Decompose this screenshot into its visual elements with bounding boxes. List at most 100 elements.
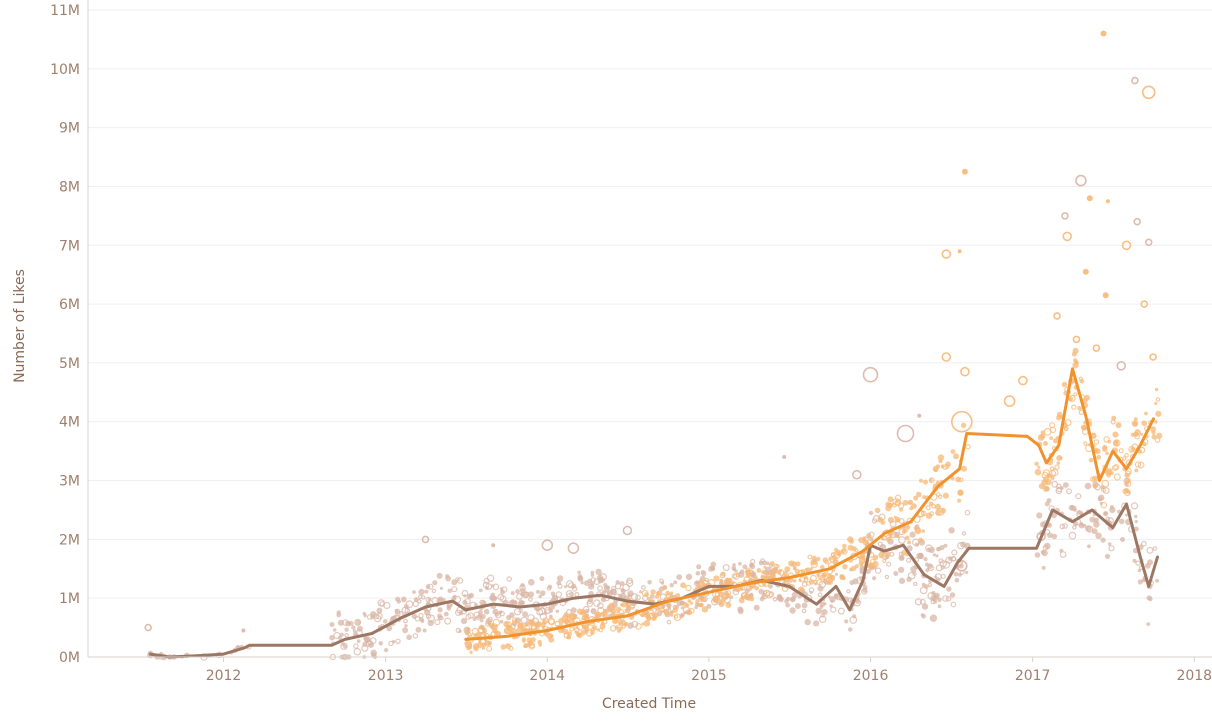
data-point [758,588,764,595]
data-point [1084,394,1091,401]
data-point [1112,431,1119,438]
data-point [463,594,467,598]
data-point [614,619,618,623]
data-point [479,632,483,636]
data-point [447,588,453,594]
data-point [620,603,624,607]
data-point [370,611,377,618]
data-point [1092,484,1098,489]
data-point [1146,622,1151,626]
data-point [522,611,529,618]
data-point [871,518,878,524]
data-point [931,503,936,509]
data-point [784,598,789,604]
data-point [725,602,732,608]
data-point [675,593,681,598]
data-point [1137,568,1142,573]
data-point [1122,488,1128,494]
data-point [1036,512,1043,519]
data-point [909,531,916,538]
data-point [605,585,611,590]
data-point [1072,362,1079,369]
data-point [355,619,361,625]
data-point [652,608,657,613]
y-tick-label: 5M [59,356,80,372]
data-point [874,507,881,514]
data-point [352,629,357,633]
data-point [936,508,945,516]
data-point [964,509,971,516]
data-point [885,537,891,542]
data-point [384,648,389,653]
data-point [846,589,851,594]
data-point [329,622,335,627]
data-point [614,625,619,630]
data-point [1038,483,1045,490]
data-point [577,570,581,575]
data-point [556,580,562,586]
data-point [1088,457,1094,463]
x-tick-label: 2015 [691,668,727,684]
data-point [466,641,473,648]
data-point [817,572,824,580]
data-point [1041,565,1046,570]
data-point [1137,461,1145,469]
data-point [921,529,925,533]
data-point [894,494,902,501]
data-point [1135,560,1141,566]
data-point [524,623,528,627]
x-tick-label: 2012 [206,668,242,684]
data-point [1102,444,1108,450]
data-point [720,596,727,602]
outlier-point [1092,344,1101,353]
data-point [916,491,922,498]
data-point [827,579,834,585]
data-point [1155,410,1162,417]
data-point [696,564,702,570]
data-point [1040,433,1046,439]
data-point [434,618,441,626]
data-point [1107,542,1112,546]
data-point [418,594,423,600]
data-point [1051,468,1059,477]
data-point [710,561,717,568]
data-point [925,512,933,519]
data-point [934,575,938,579]
data-point [748,586,752,591]
data-point [951,549,958,556]
data-point [506,576,513,582]
data-point [906,576,912,582]
data-point [680,582,687,589]
data-point [695,599,700,604]
data-point [476,614,483,621]
data-point [620,619,627,626]
data-point [829,596,836,603]
data-point [913,526,918,531]
data-point [718,601,725,607]
data-point [452,594,457,600]
data-point [926,547,931,552]
data-point [339,632,344,637]
data-point [579,611,584,616]
data-point [943,543,948,548]
data-point [1108,545,1115,552]
data-point [513,608,522,616]
data-point [528,641,536,649]
data-point [647,580,652,585]
data-point [844,619,849,624]
data-point [1137,579,1143,585]
data-point [492,618,501,627]
data-point [480,618,484,623]
data-point [590,627,596,632]
data-point [946,586,952,592]
data-point [1040,430,1046,435]
data-point [768,584,773,589]
data-point [887,516,895,524]
data-point [1072,525,1077,530]
data-point [1085,525,1092,532]
data-point [1042,544,1049,551]
data-point [1134,429,1141,436]
data-point [720,571,726,577]
data-point [729,595,734,599]
data-point [1071,351,1077,357]
